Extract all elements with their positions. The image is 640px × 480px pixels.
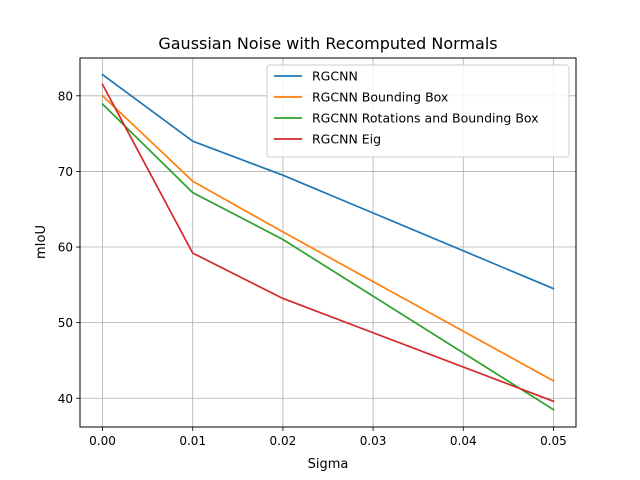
x-tick-label: 0.05 xyxy=(540,434,567,448)
y-tick-label: 80 xyxy=(58,89,73,103)
series-line xyxy=(101,73,555,290)
x-axis: 0.00 0.01 0.02 0.03 0.04 0.05 xyxy=(89,427,567,448)
plot-area-frame xyxy=(79,57,577,428)
y-tick-label: 50 xyxy=(58,316,73,330)
y-tick-label: 60 xyxy=(58,241,73,255)
y-tick-label: 40 xyxy=(58,392,73,406)
chart-title: Gaussian Noise with Recomputed Normals xyxy=(158,34,497,53)
series-line xyxy=(101,94,555,383)
x-tick-label: 0.01 xyxy=(179,434,206,448)
legend-box xyxy=(266,64,570,158)
series-line xyxy=(101,83,555,403)
series-line xyxy=(101,102,555,411)
y-tick-label: 70 xyxy=(58,165,73,179)
legend: RGCNN RGCNN Bounding Box RGCNN Rotations a… xyxy=(266,64,570,158)
legend-label: RGCNN Bounding Box xyxy=(312,90,448,105)
legend-label: RGCNN Eig xyxy=(312,132,381,147)
series-layer xyxy=(101,73,555,411)
x-tick-label: 0.00 xyxy=(89,434,116,448)
y-axis-label: mIoU xyxy=(34,225,49,259)
y-axis: 40 50 60 70 80 xyxy=(58,89,80,406)
x-tick-label: 0.04 xyxy=(450,434,477,448)
legend-label: RGCNN xyxy=(312,69,358,84)
x-tick-label: 0.03 xyxy=(360,434,387,448)
x-tick-label: 0.02 xyxy=(270,434,297,448)
legend-label: RGCNN Rotations and Bounding Box xyxy=(312,111,539,126)
x-axis-label: Sigma xyxy=(308,457,349,472)
